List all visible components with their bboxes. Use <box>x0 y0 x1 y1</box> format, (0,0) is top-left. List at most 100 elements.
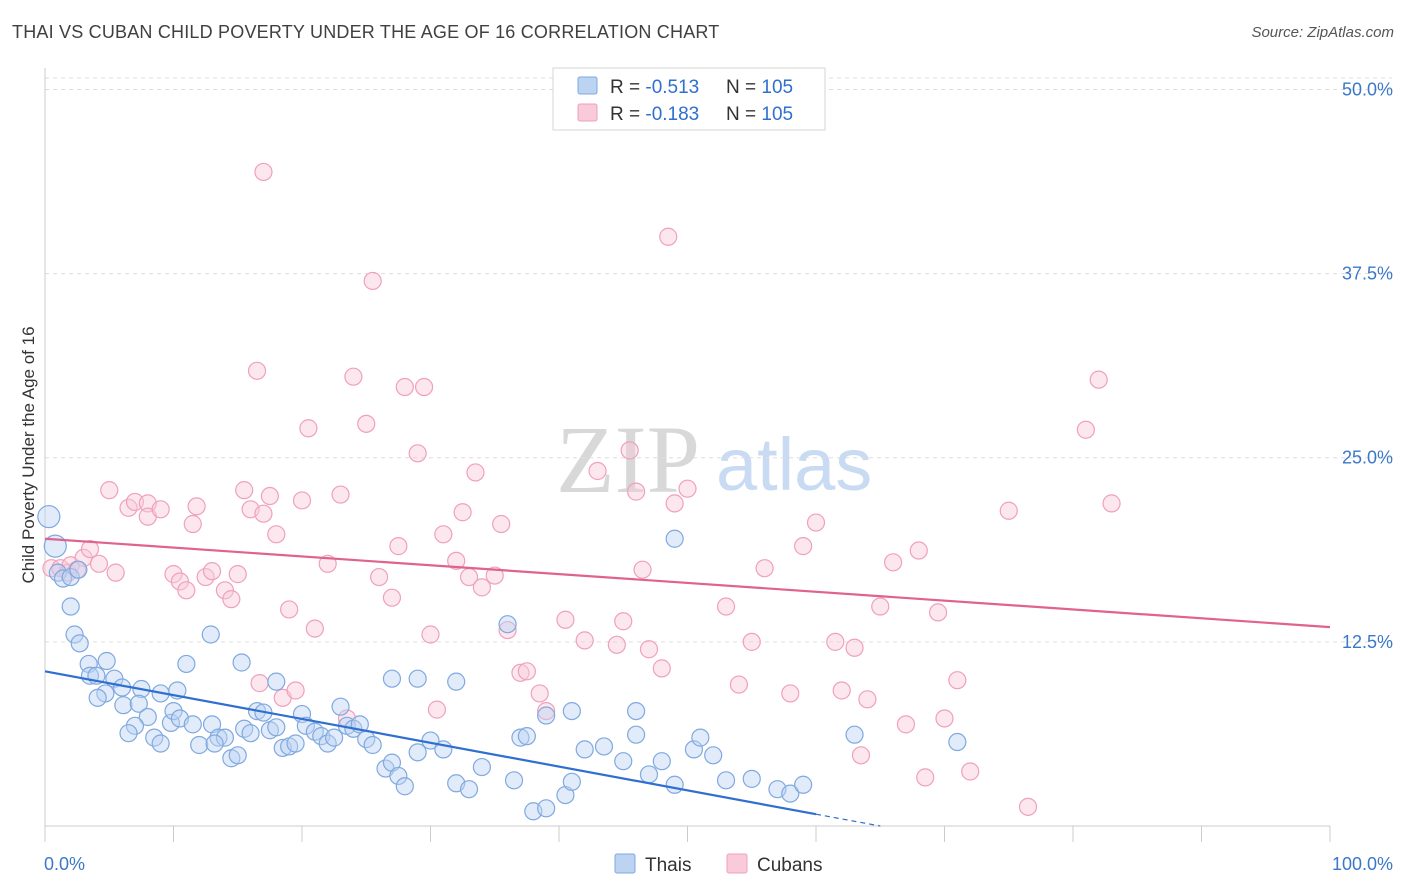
thais-point <box>164 701 183 721</box>
thais-point <box>232 653 251 672</box>
cubans-point <box>961 762 980 781</box>
thais-point <box>716 771 736 790</box>
cubans-point <box>414 377 434 397</box>
thais-point <box>88 688 107 707</box>
cubans-point <box>292 491 312 510</box>
thais-point <box>241 724 260 743</box>
thais-point <box>125 716 145 735</box>
svg-text:R = -0.513: R = -0.513 <box>610 77 699 98</box>
thais-point <box>97 651 116 671</box>
cubans-point <box>254 162 273 182</box>
legend-n-value: 105 <box>761 77 793 98</box>
thais-trend-extension <box>815 813 881 827</box>
thais-point <box>296 716 315 735</box>
legend-n-label: N = <box>726 77 761 98</box>
thais-point <box>267 672 286 691</box>
cubans-point <box>832 681 851 700</box>
cubans-point <box>228 565 247 584</box>
bottom-legend: Thais Cubans <box>614 853 823 876</box>
cubans-point <box>588 461 607 481</box>
thais-point <box>138 707 157 727</box>
cubans-point <box>620 441 639 460</box>
cubans-point <box>434 525 453 544</box>
y-axis-label: Child Poverty Under the Age of 16 <box>19 326 38 583</box>
legend-swatch-cubans <box>577 103 598 122</box>
cubans-point <box>357 414 376 433</box>
cubans-point <box>183 514 202 534</box>
thais-point <box>626 701 646 721</box>
thais-point <box>215 728 234 747</box>
cubans-point <box>331 485 350 504</box>
cubans-point <box>151 500 170 519</box>
thais-point <box>652 752 671 771</box>
cubans-point <box>498 620 517 640</box>
thais-point <box>665 529 684 548</box>
thais-point <box>65 625 84 644</box>
cubans-series <box>42 162 1121 816</box>
cubans-point <box>511 663 530 682</box>
thais-point <box>228 746 247 765</box>
cubans-point <box>485 566 504 585</box>
thais-point <box>177 654 196 674</box>
thais-point <box>119 724 138 743</box>
thais-point <box>459 780 479 799</box>
cubans-point <box>916 768 935 787</box>
cubans-point <box>633 560 652 579</box>
y-tick-label: 12.5% <box>1342 632 1393 652</box>
cubans-point <box>187 497 206 516</box>
bottom-legend-swatch-thais <box>614 853 636 874</box>
cubans-point <box>652 659 671 678</box>
y-tick-label: 50.0% <box>1342 79 1393 99</box>
legend-box: R = -0.513 N = 105 R = -0.183 N = 105 <box>552 67 826 131</box>
thais-point <box>395 777 414 796</box>
axes <box>44 68 1331 842</box>
cubans-point <box>530 684 549 703</box>
cubans-point <box>871 597 890 616</box>
cubans-point <box>781 684 800 703</box>
cubans-point <box>453 503 472 522</box>
cubans-point <box>806 513 826 532</box>
cubans-point <box>517 662 536 681</box>
cubans-point <box>408 444 427 463</box>
thais-point <box>537 706 556 725</box>
thais-point <box>267 718 286 737</box>
cubans-point <box>626 482 646 501</box>
cubans-point <box>382 588 402 607</box>
cubans-point <box>260 486 279 506</box>
thais-point <box>794 775 813 794</box>
cubans-point <box>164 565 183 584</box>
svg-text:N = 105: N = 105 <box>726 104 793 125</box>
cubans-point <box>250 674 269 693</box>
y-tick-label: 37.5% <box>1342 264 1393 284</box>
cubans-point <box>716 597 736 616</box>
thais-point <box>61 567 80 587</box>
legend-swatch-thais <box>577 76 598 95</box>
thais-point <box>205 734 224 753</box>
thais-point <box>382 669 402 688</box>
cubans-point <box>742 632 761 651</box>
thais-point <box>325 728 344 747</box>
thais-point <box>614 752 633 771</box>
watermark-atlas: atlas <box>716 423 872 506</box>
cubans-point <box>935 709 954 728</box>
cubans-point <box>89 554 109 573</box>
thais-point <box>37 505 61 529</box>
thais-point <box>472 757 491 777</box>
thais-point <box>114 696 133 715</box>
cubans-point <box>1089 370 1108 389</box>
thais-point <box>562 701 581 721</box>
thais-point <box>504 771 524 790</box>
cubans-point <box>1018 797 1038 816</box>
cubans-point <box>267 525 286 544</box>
cubans-point <box>794 537 813 556</box>
thais-point <box>408 669 427 688</box>
thais-point <box>129 694 148 713</box>
cubans-point <box>177 581 196 600</box>
source-label: Source: ZipAtlas.com <box>1251 24 1394 41</box>
cubans-point <box>305 619 324 638</box>
cubans-point <box>948 671 967 690</box>
cubans-point <box>447 551 466 570</box>
legend-r-label: R = <box>610 104 645 125</box>
cubans-point <box>466 463 485 482</box>
